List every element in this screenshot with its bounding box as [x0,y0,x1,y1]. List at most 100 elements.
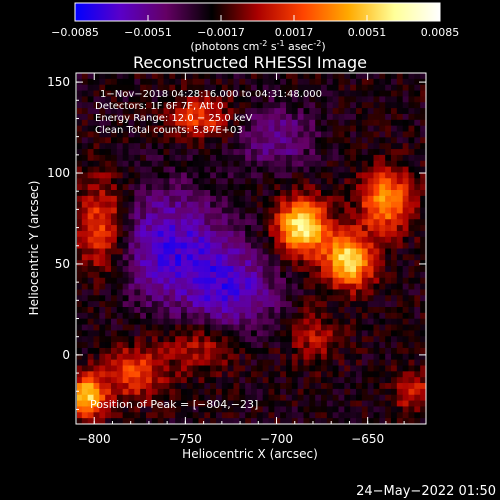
heatmap-cell [326,113,334,121]
heatmap-cell [373,73,380,80]
heatmap-cell [186,312,194,320]
heatmap-cell [157,301,165,308]
heatmap-cell [99,248,106,255]
heatmap-cell [140,266,147,273]
heatmap-cell [315,190,322,197]
heatmap-cell [332,172,340,179]
heatmap-cell [198,400,205,408]
heatmap-cell [210,119,217,127]
heatmap-cell [157,73,165,80]
heatmap-cell [239,248,246,255]
heatmap-cell [216,90,223,97]
heatmap-cell [216,190,223,197]
heatmap-cell [373,365,380,372]
heatmap-cell [251,289,258,296]
heatmap-cell [396,418,404,424]
heatmap-cell [134,260,141,267]
heatmap-cell [309,307,316,314]
heatmap-cell [210,78,217,86]
heatmap-cell [332,318,340,326]
heatmap-cell [151,394,159,402]
heatmap-cell [163,137,170,144]
heatmap-cell [99,149,106,156]
heatmap-cell [420,283,426,291]
heatmap-cell [274,353,281,361]
heatmap-cell [286,406,293,413]
heatmap-cell [297,347,305,355]
heatmap-cell [239,102,246,109]
heatmap-cell [291,201,299,209]
heatmap-cell [251,90,258,97]
heatmap-cell [198,172,205,179]
heatmap-cell [140,190,147,197]
heatmap-cell [81,190,89,197]
heatmap-cell [163,400,170,408]
heatmap-cell [291,219,299,226]
heatmap-cell [134,388,141,396]
heatmap-cell [140,166,147,174]
heatmap-cell [309,412,316,419]
heatmap-cell [303,137,310,144]
heatmap-cell [210,160,217,168]
heatmap-cell [146,324,153,331]
heatmap-cell [321,154,328,162]
heatmap-cell [227,400,235,408]
heatmap-cell [157,295,165,302]
heatmap-cell [134,102,141,109]
heatmap-cell [99,143,106,150]
heatmap-cell [146,260,153,267]
heatmap-cell [140,383,147,390]
heatmap-cell [221,178,229,185]
heatmap-cell [93,166,100,174]
heatmap-cell [198,353,205,361]
heatmap-cell [146,336,153,343]
heatmap-cell [210,266,217,273]
heatmap-cell [332,260,340,267]
heatmap-cell [251,230,258,238]
heatmap-cell [280,131,287,138]
heatmap-cell [233,342,240,349]
heatmap-cell [140,213,147,220]
heatmap-cell [204,131,211,138]
heatmap-cell [116,406,124,413]
heatmap-cell [367,219,375,226]
heatmap-cell [227,190,235,197]
heatmap-cell [116,230,124,238]
heatmap-cell [116,254,124,261]
heatmap-cell [402,213,410,220]
heatmap-cell [204,166,211,174]
heatmap-cell [77,166,83,174]
heatmap-cell [116,154,124,162]
heatmap-cell [99,336,106,343]
heatmap-cell [280,383,287,390]
heatmap-cell [291,271,299,279]
heatmap-cell [274,102,281,109]
heatmap-cell [379,312,386,320]
heatmap-cell [408,412,415,419]
heatmap-cell [332,301,340,308]
heatmap-cell [373,295,380,302]
heatmap-cell [111,166,118,174]
heatmap-cell [233,289,240,296]
heatmap-cell [251,371,258,378]
heatmap-cell [256,406,264,413]
heatmap-cell [280,342,287,349]
heatmap-cell [163,78,170,86]
heatmap-cell [181,149,188,156]
heatmap-cell [87,184,95,191]
heatmap-cell [111,236,118,244]
heatmap-cell [303,242,310,250]
heatmap-cell [338,160,345,168]
heatmap-cell [233,371,240,378]
heatmap-cell [297,131,305,138]
heatmap-cell [233,377,240,384]
heatmap-cell [134,412,141,419]
heatmap-cell [77,400,83,408]
heatmap-cell [163,394,170,402]
heatmap-cell [420,90,426,97]
heatmap-cell [245,160,252,168]
heatmap-cell [309,195,316,203]
heatmap-cell [262,301,270,308]
